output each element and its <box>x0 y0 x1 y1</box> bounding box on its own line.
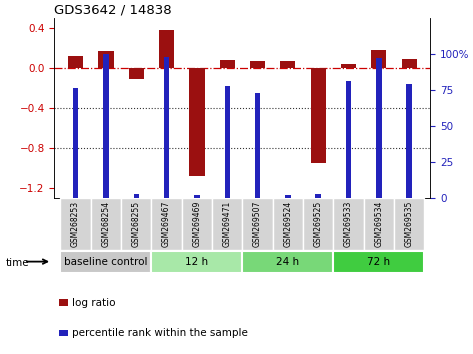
Bar <box>133 194 139 198</box>
Text: time: time <box>6 258 29 268</box>
Text: 72 h: 72 h <box>368 257 390 267</box>
Text: GSM269533: GSM269533 <box>344 201 353 247</box>
Bar <box>225 86 230 198</box>
Bar <box>151 198 182 250</box>
Bar <box>311 68 326 163</box>
Bar <box>61 251 151 273</box>
Text: GDS3642 / 14838: GDS3642 / 14838 <box>54 4 172 17</box>
Bar <box>394 198 424 250</box>
Text: 12 h: 12 h <box>185 257 209 267</box>
Bar <box>255 93 260 198</box>
Text: GSM269471: GSM269471 <box>223 201 232 247</box>
Text: GSM269534: GSM269534 <box>374 201 384 247</box>
Bar <box>280 61 296 68</box>
Bar <box>250 61 265 68</box>
Text: GSM269507: GSM269507 <box>253 201 262 247</box>
Bar <box>121 198 151 250</box>
Bar <box>243 198 273 250</box>
Bar <box>182 198 212 250</box>
Bar <box>219 60 235 68</box>
Bar <box>333 198 364 250</box>
Bar <box>61 198 91 250</box>
Bar <box>159 30 174 68</box>
Bar <box>402 59 417 68</box>
Bar <box>333 251 424 273</box>
Text: GSM269525: GSM269525 <box>314 201 323 247</box>
Bar <box>91 198 121 250</box>
Text: GSM268255: GSM268255 <box>132 201 141 247</box>
Bar <box>303 198 333 250</box>
Bar <box>376 58 382 198</box>
Bar <box>346 81 351 198</box>
Text: GSM268254: GSM268254 <box>101 201 111 247</box>
Text: GSM268253: GSM268253 <box>71 201 80 247</box>
Text: GSM269469: GSM269469 <box>193 201 201 247</box>
Text: GSM269467: GSM269467 <box>162 201 171 247</box>
Bar <box>68 56 83 68</box>
Bar <box>189 68 204 176</box>
Bar <box>273 198 303 250</box>
Bar <box>315 194 321 198</box>
Bar <box>341 64 356 68</box>
Bar <box>194 195 200 198</box>
Bar <box>103 54 109 198</box>
Bar <box>406 84 412 198</box>
Text: baseline control: baseline control <box>64 257 148 267</box>
Text: percentile rank within the sample: percentile rank within the sample <box>72 328 248 338</box>
Bar <box>212 198 243 250</box>
Bar <box>129 68 144 79</box>
Bar <box>243 251 333 273</box>
Text: GSM269524: GSM269524 <box>283 201 292 247</box>
Text: GSM269535: GSM269535 <box>405 201 414 247</box>
Bar <box>364 198 394 250</box>
Bar <box>164 57 169 198</box>
Bar <box>73 88 79 198</box>
Bar <box>151 251 243 273</box>
Bar <box>98 51 114 68</box>
Text: 24 h: 24 h <box>276 257 299 267</box>
Bar <box>371 50 386 68</box>
Text: log ratio: log ratio <box>72 298 116 308</box>
Bar <box>285 195 290 198</box>
